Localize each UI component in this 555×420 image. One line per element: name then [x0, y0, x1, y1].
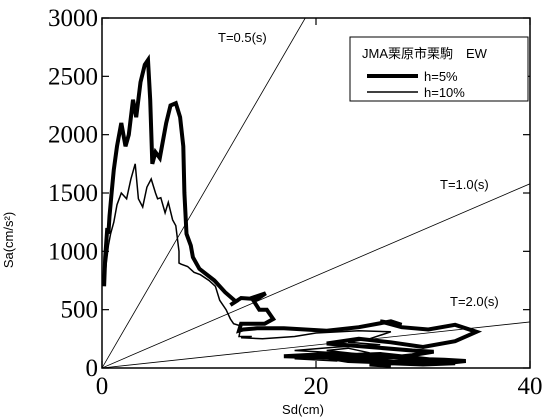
y-tick-label: 2500 — [48, 63, 98, 90]
legend-label-h10: h=10% — [424, 85, 465, 100]
legend-title: JMA栗原市栗駒 EW — [362, 46, 488, 61]
y-tick-label: 0 — [86, 355, 99, 382]
y-tick-label: 3000 — [48, 5, 98, 32]
x-tick-label: 40 — [518, 373, 543, 400]
y-axis-title: Sa(cm/s²) — [1, 212, 16, 268]
period-line-2 — [102, 321, 530, 368]
series-line-h=5% — [102, 53, 483, 368]
x-tick-label: 0 — [96, 373, 109, 400]
series-line-h=10% — [103, 163, 392, 362]
period-lines — [102, 18, 530, 368]
y-tick-label: 500 — [61, 297, 99, 324]
y-tick-label: 1500 — [48, 180, 98, 207]
period-label-2.0: T=2.0(s) — [450, 294, 499, 309]
y-tick-label: 1000 — [48, 238, 98, 265]
period-line-1 — [102, 183, 530, 368]
x-tick-label: 20 — [304, 373, 329, 400]
period-line-0.5 — [102, 18, 306, 368]
x-axis-title: Sd(cm) — [282, 402, 324, 417]
legend-box — [349, 36, 529, 102]
y-tick-label: 2000 — [48, 122, 98, 149]
axis-ticks: 0 20 40 0 500 1000 1500 2000 2500 3000 — [48, 5, 543, 400]
period-label-0.5: T=0.5(s) — [218, 30, 267, 45]
legend-label-h5: h=5% — [424, 69, 458, 84]
legend: JMA栗原市栗駒 EW h=5% h=10% — [349, 36, 529, 102]
period-label-1.0: T=1.0(s) — [440, 177, 489, 192]
series-layer — [102, 53, 483, 368]
